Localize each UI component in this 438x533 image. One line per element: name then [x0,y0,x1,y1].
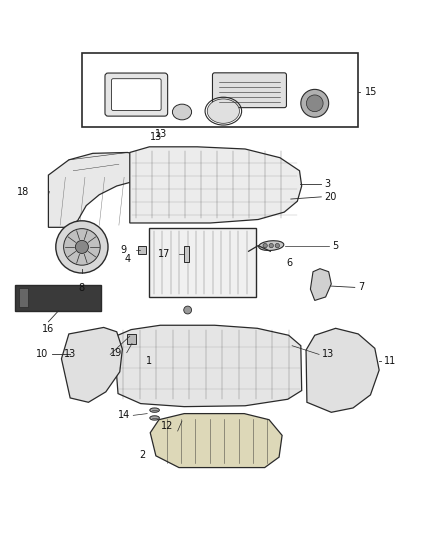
Ellipse shape [259,241,284,251]
Text: 11: 11 [384,357,396,366]
Text: 13: 13 [322,350,334,359]
Polygon shape [311,269,331,301]
Text: 7: 7 [358,282,364,293]
Circle shape [301,90,328,117]
Text: 17: 17 [158,249,170,260]
Polygon shape [48,152,145,228]
Text: 15: 15 [365,87,377,98]
Bar [149,228,256,297]
Bar [184,246,189,262]
Text: 12: 12 [161,421,173,431]
Bar [15,285,102,311]
Text: 18: 18 [18,187,30,197]
FancyBboxPatch shape [105,73,168,116]
Ellipse shape [173,104,191,120]
FancyBboxPatch shape [112,79,161,110]
Bar [127,334,136,344]
Bar [138,246,146,254]
Text: 9: 9 [120,245,127,255]
FancyBboxPatch shape [212,73,286,108]
Circle shape [269,244,273,248]
Circle shape [275,244,279,248]
Text: 8: 8 [79,283,85,293]
Text: 20: 20 [324,192,337,202]
Text: 10: 10 [36,350,48,359]
Text: 13: 13 [155,130,168,140]
Text: 2: 2 [140,449,146,459]
Polygon shape [130,147,302,223]
Circle shape [56,221,108,273]
Polygon shape [306,328,379,413]
Text: 19: 19 [110,348,122,358]
Polygon shape [150,414,282,467]
Text: 6: 6 [286,258,293,268]
Circle shape [75,240,88,254]
Circle shape [307,95,323,111]
Bar [82,53,358,127]
Polygon shape [114,325,302,407]
Bar [19,288,28,308]
Ellipse shape [150,408,159,413]
Text: 5: 5 [332,240,339,251]
Circle shape [263,244,267,248]
Text: 14: 14 [117,410,130,421]
Ellipse shape [150,416,159,420]
Text: 1: 1 [146,357,152,366]
Circle shape [184,306,191,314]
Text: 4: 4 [124,254,131,264]
Text: 16: 16 [42,324,54,334]
Text: 13: 13 [64,350,76,359]
Circle shape [64,229,100,265]
Polygon shape [61,327,122,402]
Text: 3: 3 [324,179,330,189]
Text: 13: 13 [150,133,162,142]
Ellipse shape [207,99,240,123]
